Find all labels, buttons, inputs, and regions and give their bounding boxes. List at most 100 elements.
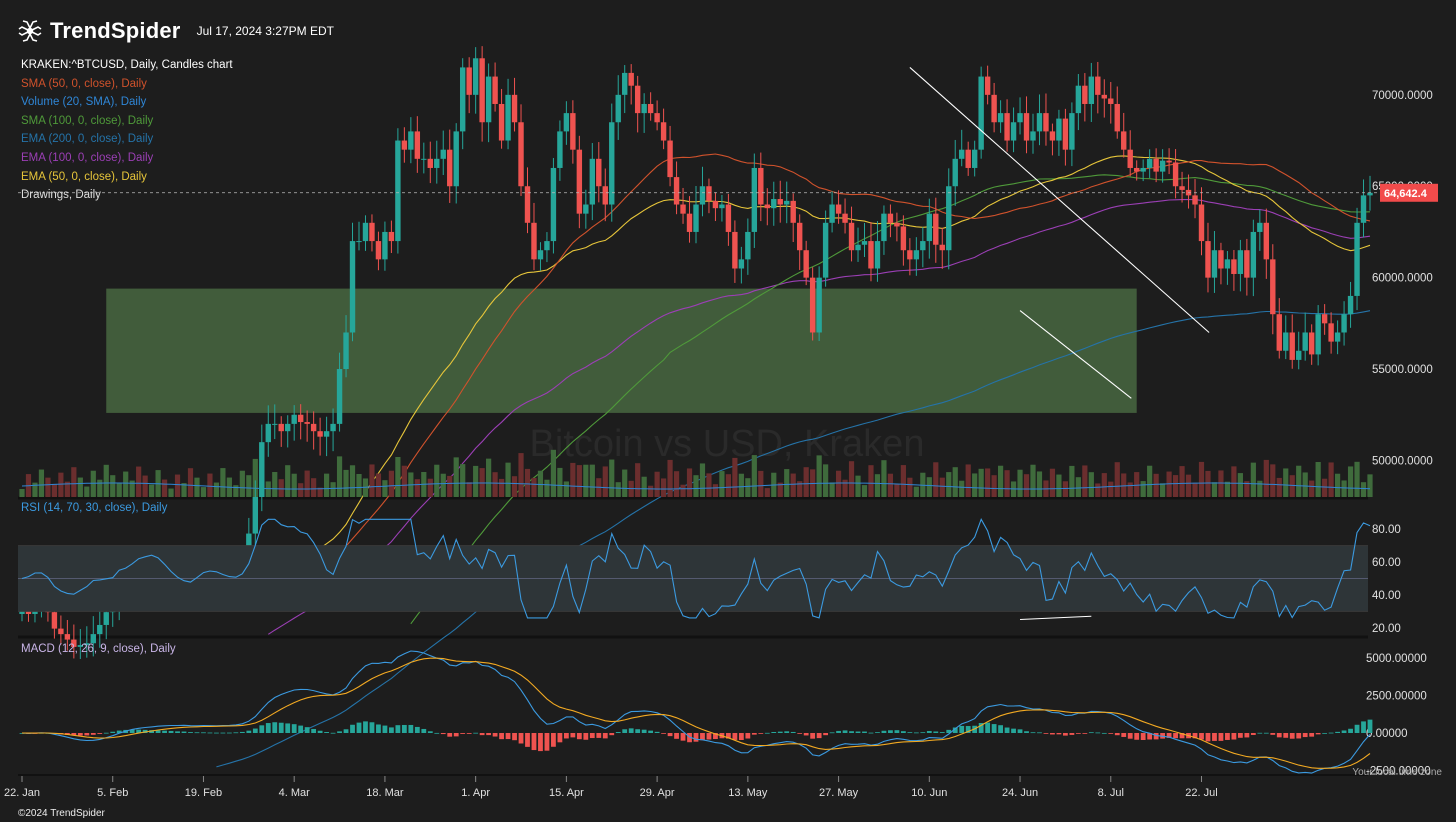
volume-bar bbox=[84, 486, 90, 497]
macd-histogram-bar bbox=[1011, 728, 1016, 733]
volume-bar bbox=[868, 465, 874, 497]
candle-body bbox=[887, 213, 894, 223]
legend-indicator[interactable]: Drawings, Daily bbox=[21, 189, 101, 202]
candle-body bbox=[1250, 231, 1257, 278]
macd-histogram-bar bbox=[978, 723, 984, 733]
macd-histogram-bar bbox=[110, 731, 116, 733]
candle bbox=[745, 218, 751, 275]
volume-bar bbox=[848, 461, 855, 497]
timezone-label[interactable]: Your local time zone bbox=[1352, 767, 1442, 778]
macd-histogram-bar bbox=[1296, 733, 1302, 739]
macd-histogram-bar bbox=[881, 730, 887, 733]
volume-bar bbox=[622, 469, 628, 497]
candle bbox=[842, 198, 848, 234]
volume-bar bbox=[1211, 482, 1218, 497]
macd-histogram-bar bbox=[926, 730, 932, 733]
candle-body bbox=[252, 497, 259, 534]
macd-histogram-bar bbox=[356, 722, 362, 733]
candle-body bbox=[1146, 158, 1153, 168]
candle-body bbox=[259, 442, 265, 497]
volume-bar bbox=[997, 465, 1004, 497]
macd-histogram-bar bbox=[991, 724, 997, 733]
candle bbox=[861, 222, 868, 257]
candle bbox=[732, 220, 738, 283]
legend-indicator[interactable]: EMA (200, 0, close), Daily bbox=[21, 133, 154, 146]
macd-histogram-bar bbox=[291, 724, 297, 733]
volume-bar bbox=[537, 470, 544, 497]
legend-indicator[interactable]: Volume (20, SMA), Daily bbox=[21, 96, 147, 109]
macd-histogram-bar bbox=[797, 733, 803, 734]
candle-body bbox=[693, 204, 699, 232]
macd-histogram-bar bbox=[713, 733, 718, 740]
candle-body bbox=[1159, 160, 1166, 172]
last-price-box bbox=[1380, 183, 1438, 202]
candle-body bbox=[388, 231, 395, 242]
legend-indicator[interactable]: SMA (100, 0, close), Daily bbox=[21, 114, 154, 127]
legend-indicator[interactable]: SMA (50, 0, close), Daily bbox=[21, 77, 147, 90]
macd-histogram-bar bbox=[395, 725, 401, 733]
volume-bar bbox=[835, 470, 842, 497]
candle-body bbox=[855, 244, 861, 251]
volume-bar bbox=[511, 476, 518, 497]
volume-bar bbox=[518, 453, 524, 497]
volume-bar bbox=[1030, 464, 1036, 497]
volume-bar bbox=[719, 471, 725, 497]
volume-bar bbox=[1049, 468, 1056, 497]
volume-bar bbox=[1315, 462, 1321, 497]
volume-bar bbox=[881, 460, 887, 497]
candle-body bbox=[453, 131, 459, 187]
candle bbox=[511, 77, 518, 132]
macd-histogram-bar bbox=[1244, 733, 1250, 738]
candle-body bbox=[1010, 122, 1017, 141]
volume-bar bbox=[1147, 465, 1153, 497]
macd-histogram-bar bbox=[1088, 732, 1094, 734]
candle bbox=[997, 100, 1004, 133]
volume-bar bbox=[648, 485, 654, 497]
volume-bar bbox=[466, 482, 472, 497]
candle bbox=[667, 125, 673, 187]
candle bbox=[291, 405, 297, 441]
macd-histogram-bar bbox=[311, 728, 317, 733]
macd-histogram-bar bbox=[298, 725, 304, 733]
candle-body bbox=[1082, 85, 1088, 104]
macd-histogram-bar bbox=[1263, 732, 1269, 734]
candle-body bbox=[673, 177, 680, 205]
candle bbox=[900, 215, 907, 266]
candle bbox=[518, 104, 524, 196]
x-tick-label: 5. Feb bbox=[97, 787, 128, 799]
volume-bar bbox=[97, 479, 103, 497]
volume-bar bbox=[32, 482, 38, 497]
candle-body bbox=[984, 76, 991, 95]
candle-body bbox=[654, 113, 660, 123]
macd-histogram-bar bbox=[337, 731, 342, 733]
volume-bar bbox=[1276, 477, 1282, 497]
volume-bar bbox=[434, 464, 440, 497]
candle-body bbox=[304, 422, 310, 424]
macd-histogram-bar bbox=[635, 729, 641, 733]
candle-body bbox=[1166, 160, 1172, 163]
macd-histogram-bar bbox=[175, 731, 180, 733]
candle bbox=[1244, 238, 1250, 296]
candle-body bbox=[317, 431, 323, 437]
volume-bar bbox=[265, 481, 271, 497]
candle bbox=[531, 202, 537, 271]
macd-histogram-bar bbox=[142, 729, 148, 733]
volume-bar bbox=[615, 482, 621, 497]
volume-bar bbox=[447, 475, 453, 497]
volume-bar bbox=[712, 484, 719, 497]
volume-bar bbox=[200, 487, 207, 497]
candle-body bbox=[829, 204, 835, 223]
candle bbox=[816, 266, 822, 342]
legend-indicator[interactable]: EMA (100, 0, close), Daily bbox=[21, 151, 154, 164]
macd-histogram-bar bbox=[252, 728, 258, 733]
candle bbox=[1205, 222, 1211, 293]
legend-indicator[interactable]: EMA (50, 0, close), Daily bbox=[21, 170, 147, 183]
volume-bar bbox=[291, 473, 297, 497]
candle bbox=[784, 181, 790, 224]
candle-body bbox=[997, 113, 1004, 123]
macd-histogram-bar bbox=[648, 730, 654, 733]
macd-histogram-bar bbox=[1192, 733, 1198, 739]
volume-bar bbox=[220, 468, 226, 497]
volume-bar bbox=[207, 473, 213, 497]
